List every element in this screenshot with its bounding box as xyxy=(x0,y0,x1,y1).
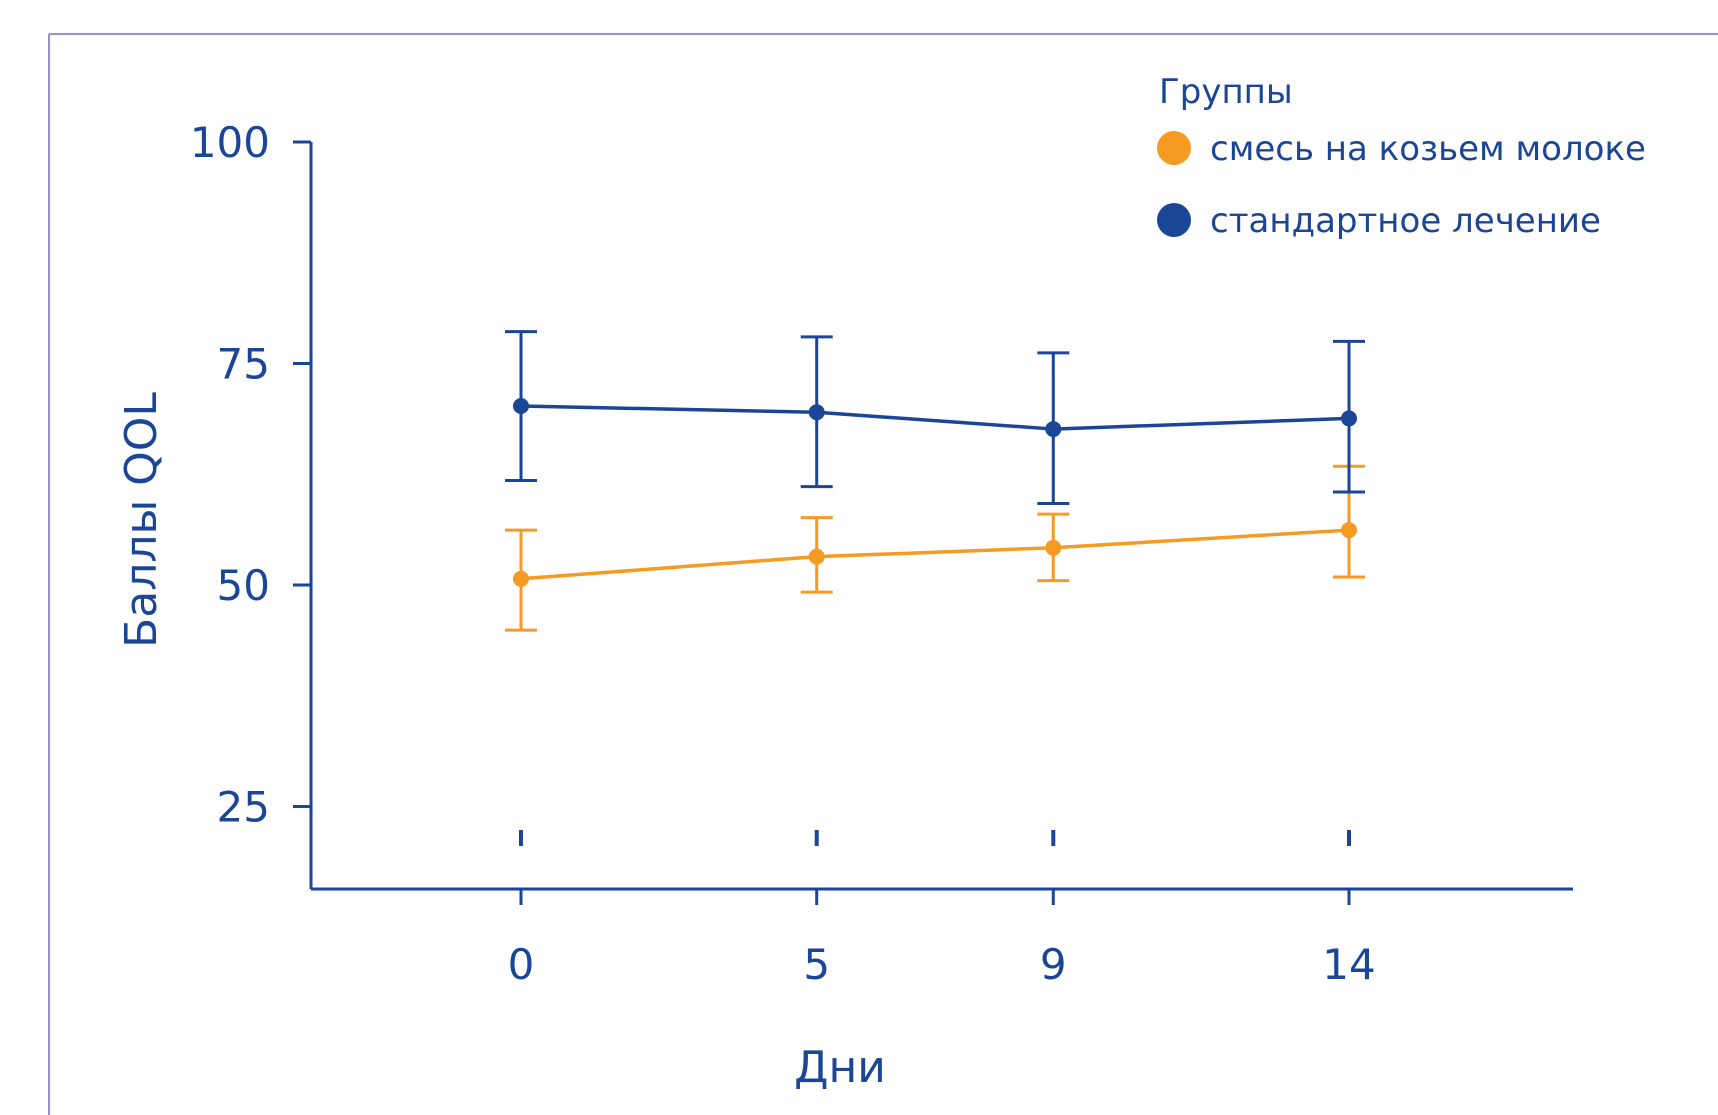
data-point-goat-milk-formula-0 xyxy=(513,570,529,587)
legend-label-goat-milk-formula: смесь на козьем молоке xyxy=(1210,129,1646,169)
series-line-standard-treatment xyxy=(519,404,1351,431)
data-point-standard-treatment-5 xyxy=(808,404,825,421)
series xyxy=(505,330,1365,632)
y-ticks: 25 50 75 100 xyxy=(190,118,311,832)
series-standard-treatment xyxy=(505,330,1365,505)
legend-marker-standard-treatment xyxy=(1157,203,1191,237)
data-point-standard-treatment-0 xyxy=(513,398,529,415)
data-point-standard-treatment-14 xyxy=(1341,410,1357,427)
x-tick-label-14: 14 xyxy=(1322,940,1375,989)
x-tick-label-9: 9 xyxy=(1040,940,1067,989)
data-point-goat-milk-formula-9 xyxy=(1045,539,1062,556)
y-tick-label-50: 50 xyxy=(217,561,270,610)
y-tick-label-75: 75 xyxy=(217,340,270,389)
chart-frame xyxy=(48,33,1718,1115)
data-point-goat-milk-formula-5 xyxy=(808,548,825,565)
x-ticks: 0 5 9 14 xyxy=(508,830,1376,989)
y-tick-label-100: 100 xyxy=(190,118,270,167)
x-axis-title: Дни xyxy=(794,1042,886,1093)
x-tick-label-0: 0 xyxy=(508,940,535,989)
legend-title: Группы xyxy=(1159,72,1293,112)
data-point-standard-treatment-9 xyxy=(1045,421,1062,438)
legend-label-standard-treatment: стандартное лечение xyxy=(1210,201,1601,241)
y-axis-title: Баллы QOL xyxy=(116,392,167,648)
series-line-goat-milk-formula xyxy=(519,528,1351,581)
y-tick-label-25: 25 xyxy=(217,783,270,832)
data-point-goat-milk-formula-14 xyxy=(1341,522,1357,539)
series-goat-milk-formula xyxy=(505,464,1365,632)
x-tick-label-5: 5 xyxy=(803,940,830,989)
axes xyxy=(309,142,1573,891)
legend: Группы смесь на козьем молоке стандартное… xyxy=(1157,72,1646,241)
legend-marker-goat-milk-formula xyxy=(1157,131,1191,165)
